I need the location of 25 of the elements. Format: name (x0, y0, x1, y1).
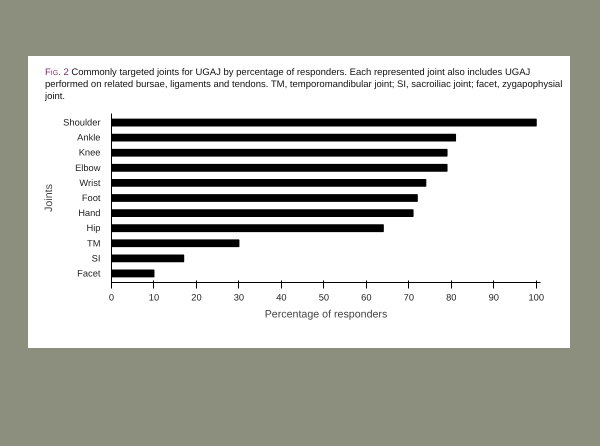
x-tick-label: 100 (528, 292, 544, 302)
x-tick-label: 0 (108, 292, 114, 302)
y-tick-label: Ankle (77, 132, 101, 143)
x-tick-label: 60 (361, 292, 372, 302)
x-axis-title: Percentage of responders (264, 308, 388, 320)
x-tick-label: 80 (446, 292, 457, 302)
y-tick-label: Shoulder (63, 118, 101, 128)
x-tick-label: 40 (276, 292, 287, 302)
y-tick-label: TM (87, 238, 100, 248)
x-tick-label: 50 (318, 292, 330, 302)
y-tick-label: Wrist (79, 178, 101, 188)
x-tick-label: 90 (488, 292, 499, 302)
y-tick-label: Knee (78, 148, 101, 158)
x-tick-label: 70 (404, 292, 414, 302)
chart-title: Fig. 2 Commonly targeted joints for UGAJ by percentage of responders. Each represented joint also includes UGAJ performed on related bursae, ligaments and tendons. TM, temporomandibular joint; SI, sacroiliac joint; facet, zygapophysial joint. (45, 67, 564, 103)
y-tick-label: SI (92, 253, 101, 264)
y-tick-label: Facet (77, 268, 101, 278)
y-tick-label: Foot (82, 193, 101, 203)
x-tick-label: 30 (234, 292, 244, 302)
y-tick-label: Elbow (75, 162, 101, 173)
y-tick-label: Hand (78, 208, 101, 218)
y-axis-title: Joints (43, 184, 56, 212)
x-tick-label: 20 (191, 292, 202, 302)
x-tick-label: 10 (148, 292, 160, 302)
y-tick-label: Hip (86, 223, 101, 234)
